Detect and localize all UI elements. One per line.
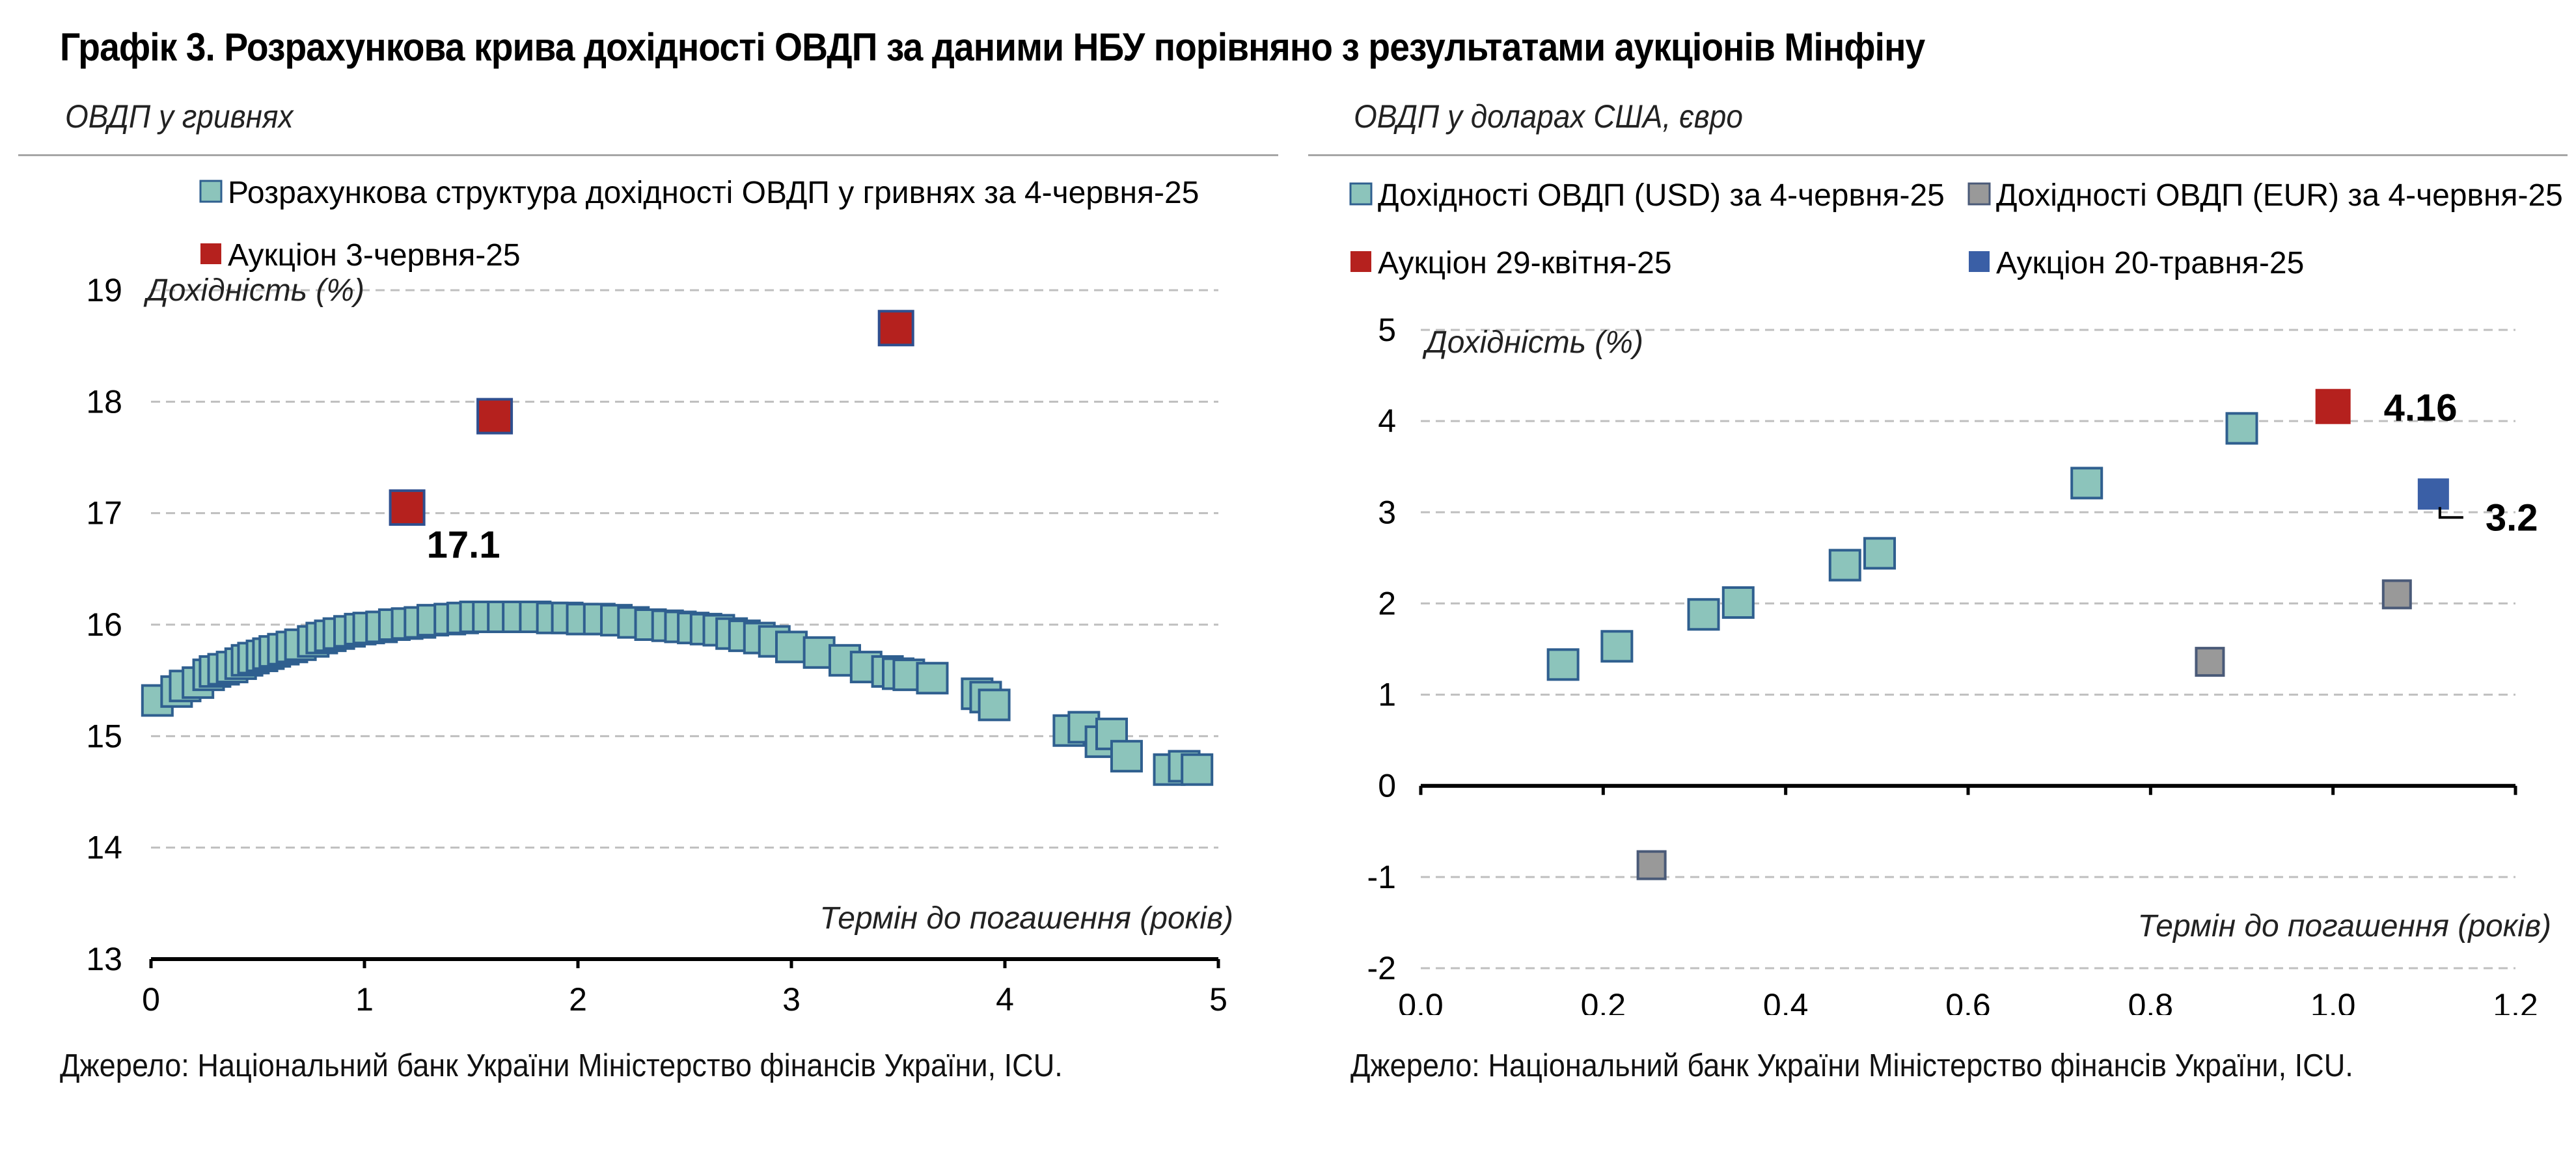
- left-divider: [18, 154, 1278, 156]
- data-point: [1110, 740, 1143, 773]
- x-tick-label: 5: [1209, 981, 1227, 1015]
- data-point: [978, 688, 1011, 722]
- x-tick-label: 0.0: [1398, 987, 1444, 1015]
- legend-label: Аукціон 3-червня-25: [228, 238, 521, 273]
- data-point: [2195, 647, 2225, 677]
- x-tick-label: 2: [569, 981, 587, 1015]
- x-tick-label: 0: [142, 981, 160, 1015]
- data-label: 17.1: [427, 524, 500, 566]
- y-tick-label: 5: [1378, 312, 1396, 348]
- data-point: [1721, 586, 1755, 619]
- legend-marker: [1969, 251, 1990, 272]
- data-point: [2417, 478, 2449, 510]
- x-tick-label: 4: [996, 981, 1014, 1015]
- x-tick-label: 0.8: [2128, 987, 2174, 1015]
- data-point: [1600, 630, 1634, 663]
- data-label: 3.2: [2486, 496, 2538, 539]
- legend-label: Розрахункова структура дохідності ОВДП у…: [228, 176, 1199, 210]
- y-tick-label: 1: [1378, 677, 1396, 713]
- data-point: [389, 489, 426, 526]
- data-point: [916, 662, 949, 695]
- data-point: [1687, 598, 1720, 631]
- y-tick-label: 18: [86, 383, 122, 420]
- x-tick-label: 0.2: [1581, 987, 1626, 1015]
- y-tick-label: 14: [86, 830, 122, 866]
- x-tick-label: 1: [355, 981, 374, 1015]
- legend-label: Дохідності ОВДП (EUR) за 4-червня-25: [1996, 178, 2563, 213]
- y-tick-label: 3: [1378, 494, 1396, 530]
- data-point: [1828, 549, 1861, 582]
- y-tick-label: 4: [1378, 403, 1396, 439]
- y-axis-title: Дохідність (%): [1422, 325, 1643, 360]
- label-leader-line: [2438, 507, 2463, 519]
- data-point: [1181, 753, 1214, 786]
- left-chart-subtitle: ОВДП у гривнях: [65, 98, 294, 135]
- data-point: [2381, 579, 2412, 610]
- data-label: 4.16: [2384, 387, 2458, 429]
- legend-marker: [1349, 182, 1373, 206]
- legend-marker: [199, 180, 223, 203]
- y-tick-label: -1: [1367, 859, 1396, 895]
- data-point: [1546, 648, 1580, 681]
- x-tick-label: 0.4: [1763, 987, 1809, 1015]
- left-source-note: Джерело: Національний банк України Мініс…: [60, 1048, 1063, 1083]
- x-tick-label: 0.6: [1945, 987, 1991, 1015]
- legend-marker: [1967, 182, 1991, 206]
- x-axis-title: Термін до погашення (років): [2138, 909, 2551, 943]
- y-tick-label: -2: [1367, 950, 1396, 986]
- y-tick-label: 2: [1378, 585, 1396, 621]
- legend-label: Дохідності ОВДП (USD) за 4-червня-25: [1378, 178, 1945, 213]
- data-point: [1863, 537, 1897, 570]
- uah-yield-chart: 13 14 15 16 17 18 19 0 1 2 3 4 5 Дохідність (%) Термін…: [86, 176, 1233, 1015]
- y-tick-label: 0: [1378, 768, 1396, 804]
- y-tick-label: 13: [86, 941, 122, 977]
- legend-label: Аукціон 29-квітня-25: [1378, 246, 1672, 280]
- legend-marker: [1350, 251, 1371, 272]
- right-source-note: Джерело: Національний банк України Мініс…: [1350, 1048, 2353, 1083]
- y-tick-label: 19: [86, 272, 122, 308]
- x-tick-label: 1.0: [2310, 987, 2356, 1015]
- fx-yield-chart: -2 -1 0 1 2 3 4 5 0.0 0.2 0.4 0.6 0.8 1.0 1.2 Дохідніст…: [1349, 178, 2563, 1015]
- right-divider: [1308, 154, 2568, 156]
- y-tick-label: 17: [86, 495, 122, 532]
- data-point: [476, 398, 514, 435]
- data-point: [2070, 467, 2103, 500]
- data-point: [1636, 850, 1667, 880]
- legend-marker: [200, 243, 221, 264]
- data-point: [2225, 412, 2258, 445]
- right-chart-subtitle: ОВДП у доларах США, євро: [1354, 98, 1743, 135]
- x-tick-label: 1.2: [2493, 987, 2538, 1015]
- y-tick-label: 16: [86, 606, 122, 643]
- page-title: Графік 3. Розрахункова крива дохідності …: [60, 25, 1925, 69]
- data-point: [2315, 388, 2351, 424]
- y-tick-label: 15: [86, 718, 122, 754]
- x-tick-label: 3: [782, 981, 801, 1015]
- x-axis-title: Термін до погашення (років): [820, 901, 1233, 936]
- data-point: [775, 631, 808, 664]
- y-axis-title: Дохідність (%): [143, 273, 364, 308]
- legend-label: Аукціон 20-травня-25: [1996, 246, 2304, 280]
- data-point: [877, 310, 914, 347]
